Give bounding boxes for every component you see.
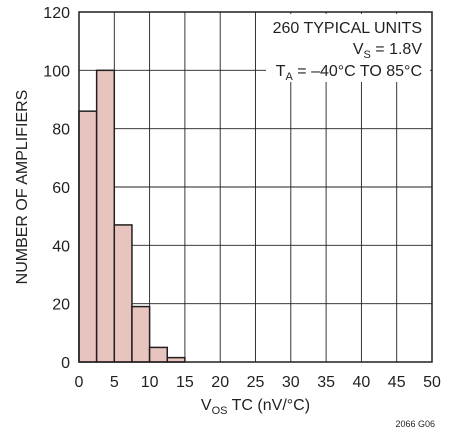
y-tick-label: 60 (52, 180, 70, 197)
y-tick-label: 20 (52, 297, 70, 314)
histogram-bar (148, 346, 169, 363)
y-tick-label: 40 (52, 238, 70, 255)
x-axis-title: VOS TC (nV/°C) (201, 397, 310, 417)
annotation-temperature: TA = –40°C TO 85°C (276, 63, 422, 83)
histogram-bars (78, 69, 186, 363)
x-tick-label: 35 (317, 374, 335, 391)
annotation-background (266, 14, 430, 82)
x-tick-label: 25 (247, 374, 265, 391)
y-tick-label: 0 (61, 355, 70, 372)
x-tick-label: 10 (141, 374, 159, 391)
x-tick-label: 50 (423, 374, 441, 391)
x-tick-label: 30 (282, 374, 300, 391)
y-tick-labels: 0 20 40 60 80 100 120 (43, 5, 70, 372)
x-tick-label: 5 (110, 374, 119, 391)
x-tick-label: 20 (211, 374, 229, 391)
annotation-vs-main: V (353, 41, 364, 58)
annotation-units: 260 TYPICAL UNITS (273, 20, 422, 37)
x-tick-label: 0 (75, 374, 84, 391)
x-axis-title-subscript: OS (212, 405, 228, 417)
histogram-bar (113, 224, 133, 363)
y-tick-label: 100 (43, 63, 70, 80)
figure-id: 2066 G06 (395, 419, 435, 429)
histogram-bar (95, 69, 116, 363)
x-axis-title-main: V (201, 397, 212, 414)
annotation-vs-subscript: S (364, 49, 371, 61)
x-tick-label: 45 (388, 374, 406, 391)
x-tick-label: 40 (353, 374, 371, 391)
annotation-ta-main: T (276, 63, 286, 80)
y-tick-label: 80 (52, 122, 70, 139)
annotation-supply-voltage: VS = 1.8V (353, 41, 422, 61)
x-tick-labels: 0 5 10 15 20 25 30 35 40 45 50 (75, 374, 441, 391)
annotation-vs-rest: = 1.8V (371, 41, 422, 58)
x-tick-label: 15 (176, 374, 194, 391)
histogram-bar (131, 305, 151, 363)
annotation-ta-subscript: A (285, 71, 293, 83)
histogram-bar (78, 110, 98, 363)
annotation-ta-rest: = –40°C TO 85°C (293, 63, 422, 80)
y-axis-title: NUMBER OF AMPLIFIERS (14, 90, 31, 285)
plot-frame (78, 11, 433, 363)
x-axis-title-rest: TC (nV/°C) (228, 397, 311, 414)
y-tick-label: 120 (43, 5, 70, 22)
